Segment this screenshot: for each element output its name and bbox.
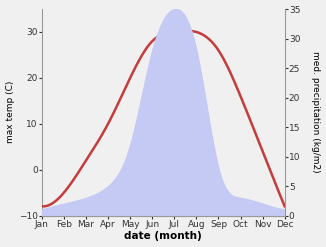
Y-axis label: med. precipitation (kg/m2): med. precipitation (kg/m2) [311,51,320,173]
X-axis label: date (month): date (month) [125,231,202,242]
Y-axis label: max temp (C): max temp (C) [6,81,15,144]
